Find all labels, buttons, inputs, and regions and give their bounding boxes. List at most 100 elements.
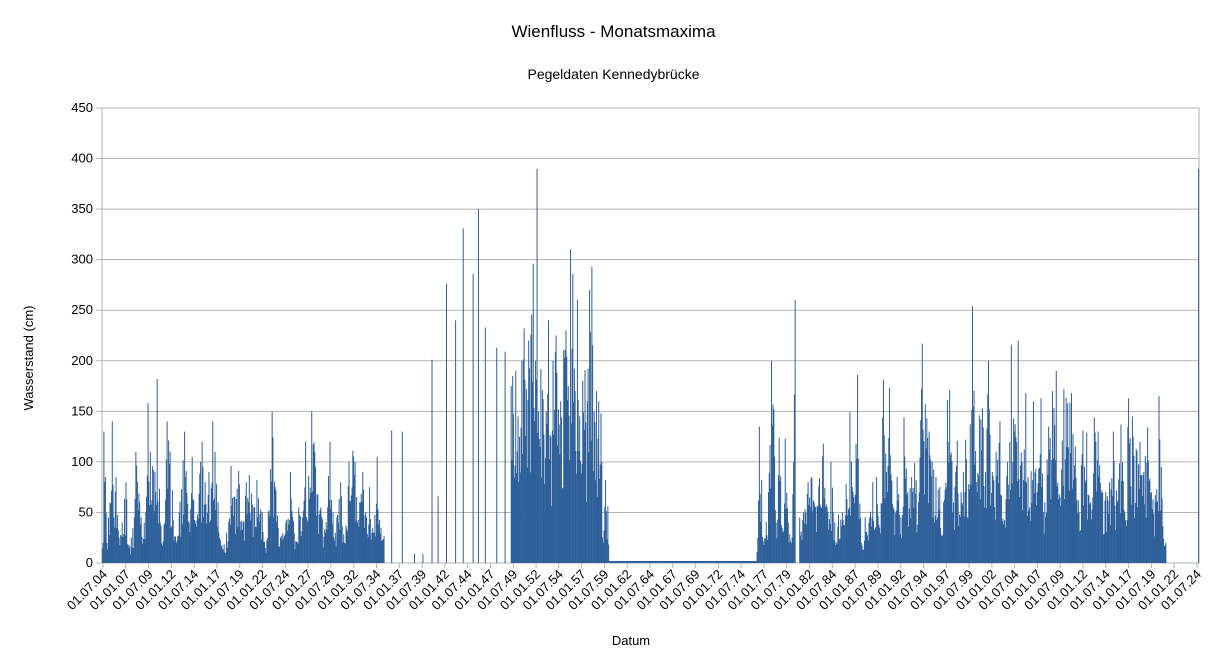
bar — [940, 536, 942, 563]
bar — [584, 369, 586, 563]
bar — [937, 489, 939, 563]
bar — [244, 540, 246, 563]
bar — [857, 458, 859, 563]
bar — [1097, 431, 1099, 563]
bar — [680, 560, 682, 563]
bar — [897, 500, 899, 563]
bar — [1070, 453, 1072, 563]
bar — [820, 507, 822, 563]
bar — [1035, 468, 1037, 563]
bar — [122, 536, 124, 563]
bar — [142, 543, 144, 563]
bar — [129, 545, 131, 563]
bar — [635, 560, 637, 563]
bar — [682, 560, 684, 563]
bar — [1130, 486, 1132, 563]
bar — [138, 493, 140, 563]
bar — [1113, 461, 1115, 563]
bar — [576, 473, 578, 563]
bar — [1101, 490, 1103, 563]
bar — [516, 473, 518, 563]
y-tick-label: 250 — [71, 302, 93, 317]
bar — [914, 462, 916, 563]
bar — [249, 513, 251, 563]
bar — [382, 539, 384, 563]
bar — [956, 440, 958, 563]
bar — [909, 487, 911, 563]
bar — [737, 560, 739, 563]
bar — [671, 560, 673, 563]
bar — [676, 560, 678, 563]
bar — [966, 516, 968, 563]
bar — [193, 500, 195, 563]
bar — [1084, 482, 1086, 563]
bar — [164, 522, 166, 563]
bar — [166, 421, 168, 563]
bar — [1099, 464, 1101, 563]
bar — [1040, 398, 1042, 563]
bar — [124, 535, 126, 563]
bar — [608, 544, 610, 563]
bar — [675, 560, 677, 563]
bar — [1115, 529, 1117, 563]
bar — [1026, 516, 1028, 563]
bar — [120, 536, 122, 563]
bar — [380, 527, 382, 563]
bar — [302, 517, 304, 563]
bar — [706, 560, 708, 563]
bar — [782, 532, 784, 563]
bar — [272, 437, 274, 563]
bar — [693, 560, 695, 563]
bar — [242, 522, 244, 563]
bar — [742, 560, 744, 563]
bar — [524, 379, 526, 563]
bar — [532, 263, 534, 563]
bar — [762, 541, 764, 563]
bar — [330, 508, 332, 563]
bar — [340, 496, 342, 563]
bar — [190, 493, 192, 563]
bar — [951, 461, 953, 563]
bar — [276, 521, 278, 563]
bar — [171, 490, 173, 563]
bar — [634, 560, 636, 563]
bar — [539, 446, 541, 563]
bar — [178, 512, 180, 563]
bar — [615, 560, 617, 563]
bar — [740, 560, 742, 563]
bar — [257, 517, 259, 563]
bar — [790, 543, 792, 563]
bar — [182, 460, 184, 563]
bar — [752, 560, 754, 563]
bar — [154, 472, 156, 563]
bar — [253, 507, 255, 563]
bar — [838, 514, 840, 563]
bar — [530, 334, 532, 563]
bar — [285, 522, 287, 563]
bar — [555, 335, 557, 563]
bar — [276, 515, 278, 563]
bar — [298, 507, 300, 563]
bar — [817, 506, 819, 563]
bar — [131, 547, 133, 563]
bar — [739, 560, 741, 563]
bar — [1012, 461, 1014, 563]
bar — [196, 526, 198, 563]
bar — [260, 509, 262, 563]
bar — [940, 527, 942, 563]
bar — [783, 530, 785, 563]
bar — [523, 328, 525, 563]
bar — [970, 484, 972, 563]
bar — [990, 505, 992, 563]
bar — [771, 360, 773, 563]
bar — [1098, 476, 1100, 563]
bar — [991, 492, 993, 563]
bar — [262, 531, 264, 563]
bar — [1061, 440, 1063, 563]
bar — [753, 560, 755, 563]
bar — [856, 458, 858, 563]
bar — [830, 461, 832, 563]
bar — [1145, 517, 1147, 563]
bar — [928, 431, 930, 563]
